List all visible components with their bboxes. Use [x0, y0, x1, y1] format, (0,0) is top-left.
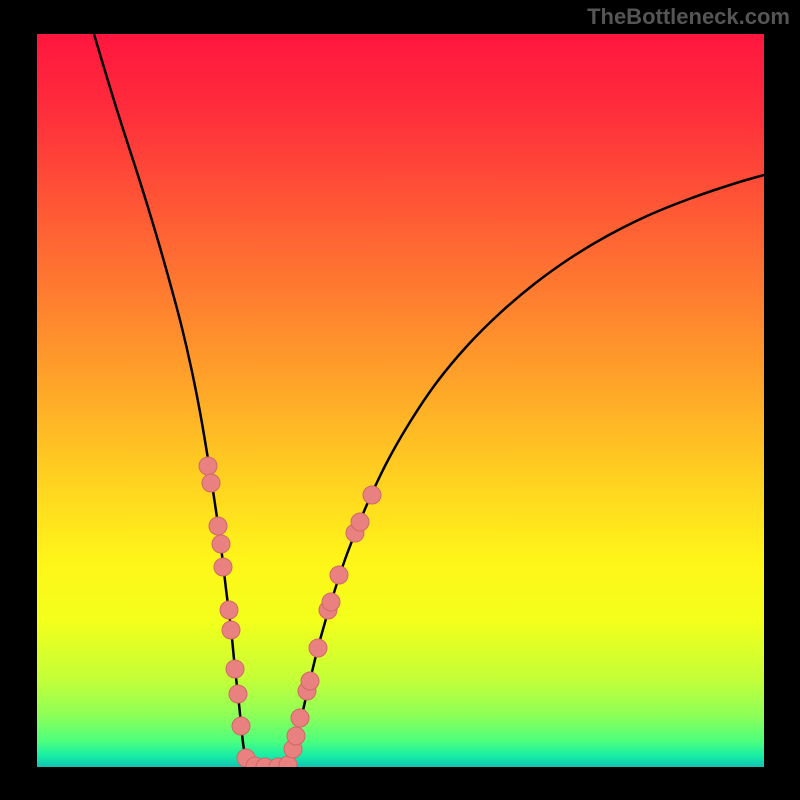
chart-frame: TheBottleneck.com	[0, 0, 800, 800]
data-marker	[351, 513, 369, 531]
data-marker	[309, 639, 327, 657]
bottleneck-curve	[37, 34, 764, 767]
data-marker	[363, 486, 381, 504]
data-marker	[322, 593, 340, 611]
data-marker	[291, 709, 309, 727]
data-marker	[222, 621, 240, 639]
data-marker	[214, 558, 232, 576]
plot-area	[37, 34, 764, 767]
data-marker	[301, 672, 319, 690]
data-marker	[212, 535, 230, 553]
curve-path	[94, 34, 764, 767]
data-marker	[330, 566, 348, 584]
watermark-text: TheBottleneck.com	[587, 4, 790, 30]
data-marker	[232, 717, 250, 735]
data-marker	[287, 727, 305, 745]
data-marker	[199, 457, 217, 475]
data-marker	[202, 474, 220, 492]
data-marker	[209, 517, 227, 535]
data-marker	[226, 660, 244, 678]
data-marker	[229, 685, 247, 703]
data-marker	[220, 601, 238, 619]
